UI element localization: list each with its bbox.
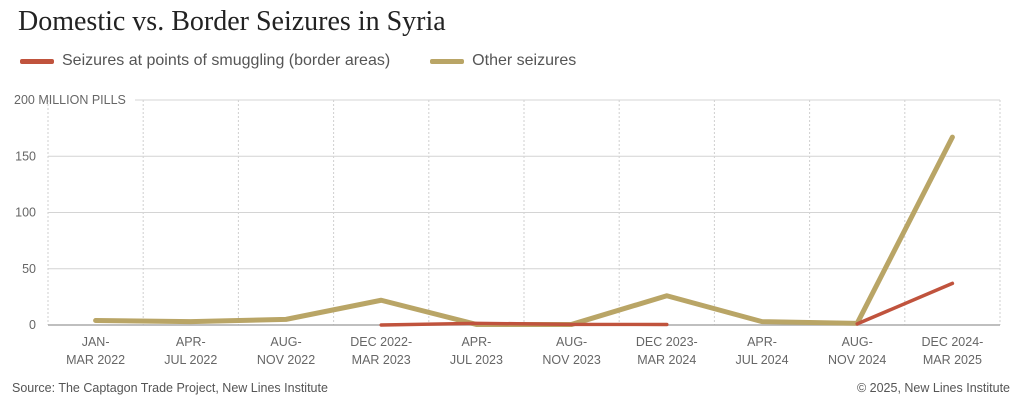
legend-label-other: Other seizures [472, 52, 577, 69]
x-tick-label: NOV 2023 [542, 353, 600, 367]
x-tick-label: APR- [461, 335, 491, 349]
legend-swatch-border [20, 58, 54, 64]
legend-label-border: Seizures at points of smuggling (border … [62, 52, 391, 69]
x-tick-label: DEC 2022- [350, 335, 412, 349]
legend-item-border: Seizures at points of smuggling (border … [20, 52, 390, 70]
x-tick-label: AUG- [556, 335, 587, 349]
x-tick-label: JUL 2024 [735, 353, 788, 367]
legend-item-other: Other seizures [430, 52, 576, 70]
x-tick-label: JAN- [82, 335, 110, 349]
y-tick-label: 100 [15, 206, 36, 220]
x-tick-label: DEC 2023- [636, 335, 698, 349]
series-line-border [855, 281, 955, 326]
x-tick-label: NOV 2022 [257, 353, 315, 367]
legend-swatch-other [430, 58, 465, 64]
copyright-note: © 2025, New Lines Institute [856, 381, 1010, 395]
x-tick-label: MAR 2024 [637, 353, 696, 367]
x-tick-label: APR- [176, 335, 206, 349]
x-tick-label: APR- [747, 335, 777, 349]
x-tick-label: MAR 2025 [923, 353, 982, 367]
y-tick-label: 200 MILLION PILLS [14, 93, 126, 107]
x-tick-label: JUL 2023 [450, 353, 503, 367]
x-tick-label: DEC 2024- [921, 335, 983, 349]
x-tick-label: MAR 2022 [66, 353, 125, 367]
y-tick-label: 50 [22, 262, 36, 276]
x-tick-label: AUG- [270, 335, 301, 349]
chart-title: Domestic vs. Border Seizures in Syria [18, 6, 446, 37]
x-tick-label: AUG- [842, 335, 873, 349]
x-tick-label: JUL 2022 [164, 353, 217, 367]
x-tick-label: MAR 2023 [352, 353, 411, 367]
source-note: Source: The Captagon Trade Project, New … [12, 381, 328, 395]
series-line-border [379, 321, 669, 327]
x-tick-label: NOV 2024 [828, 353, 886, 367]
y-tick-label: 0 [29, 318, 36, 332]
y-tick-label: 150 [15, 149, 36, 163]
legend: Seizures at points of smuggling (border … [20, 52, 616, 70]
